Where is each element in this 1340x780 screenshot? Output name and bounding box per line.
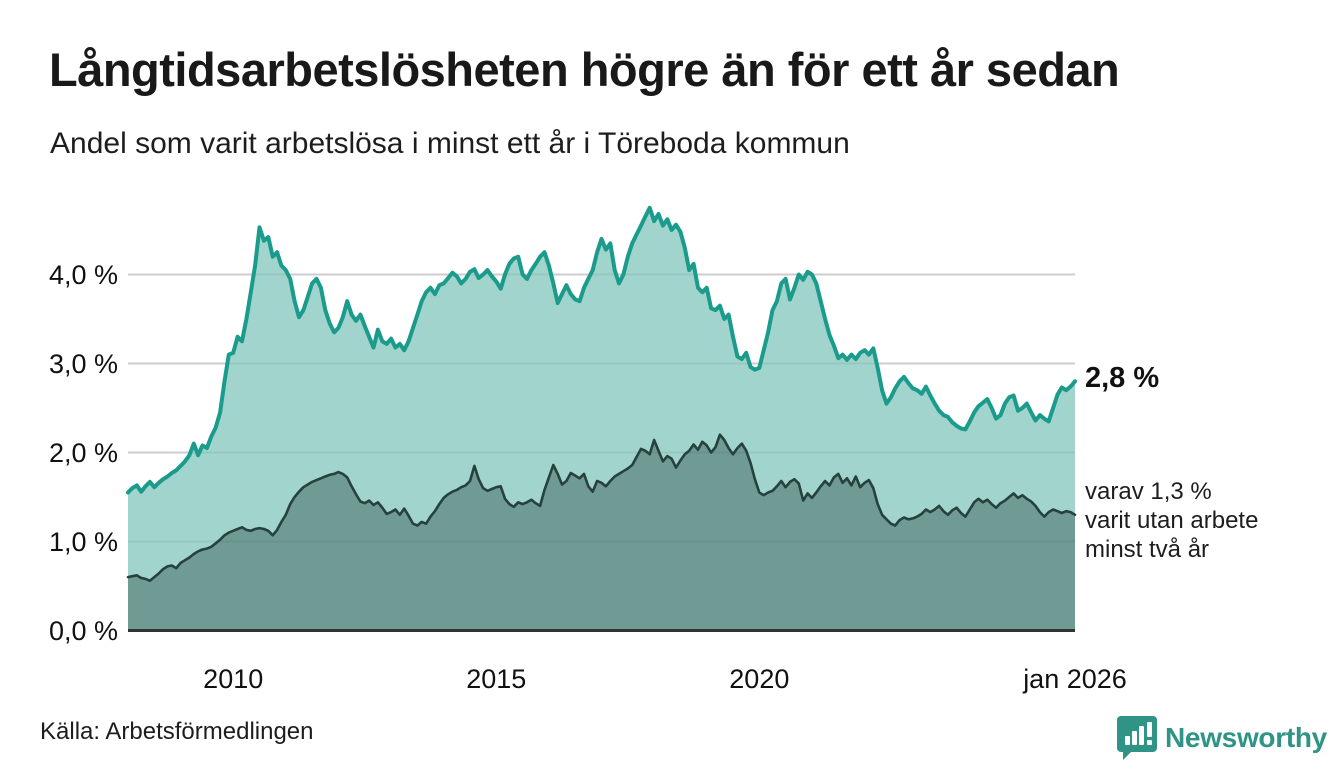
series-line-2 [126, 433, 1077, 582]
series2-annotation-line2: varit utan arbete [1085, 507, 1259, 534]
series2-annotation: varav 1,3 % varit utan arbete minst två … [1085, 477, 1258, 564]
page-title: Långtidsarbetslösheten högre än för ett … [49, 43, 1120, 96]
newsworthy-logo-icon [1117, 716, 1157, 760]
x-axis-label: 2020 [729, 664, 789, 694]
series-area-2 [128, 434, 1075, 631]
y-axis-label: 4,0 % [49, 260, 118, 290]
source-attribution: Källa: Arbetsförmedlingen [40, 718, 314, 745]
y-axis-label: 0,0 % [49, 616, 118, 646]
x-axis-label: 2015 [466, 664, 526, 694]
chart-subtitle: Andel som varit arbetslösa i minst ett å… [50, 127, 850, 160]
y-axis-label: 2,0 % [49, 438, 118, 468]
newsworthy-brand: Newsworthy [1117, 714, 1327, 762]
newsworthy-brand-text: Newsworthy [1165, 722, 1327, 753]
series2-annotation-line3: minst två år [1085, 536, 1210, 563]
x-axis-label: jan 2026 [1022, 664, 1127, 694]
y-axis-label: 1,0 % [49, 527, 118, 557]
x-axis-label: 2010 [203, 664, 263, 694]
series2-annotation-line1: varav 1,3 % [1085, 478, 1212, 505]
series-line-1 [126, 205, 1077, 495]
y-axis-label: 3,0 % [49, 349, 118, 379]
series1-end-value-label: 2,8 % [1085, 362, 1160, 394]
